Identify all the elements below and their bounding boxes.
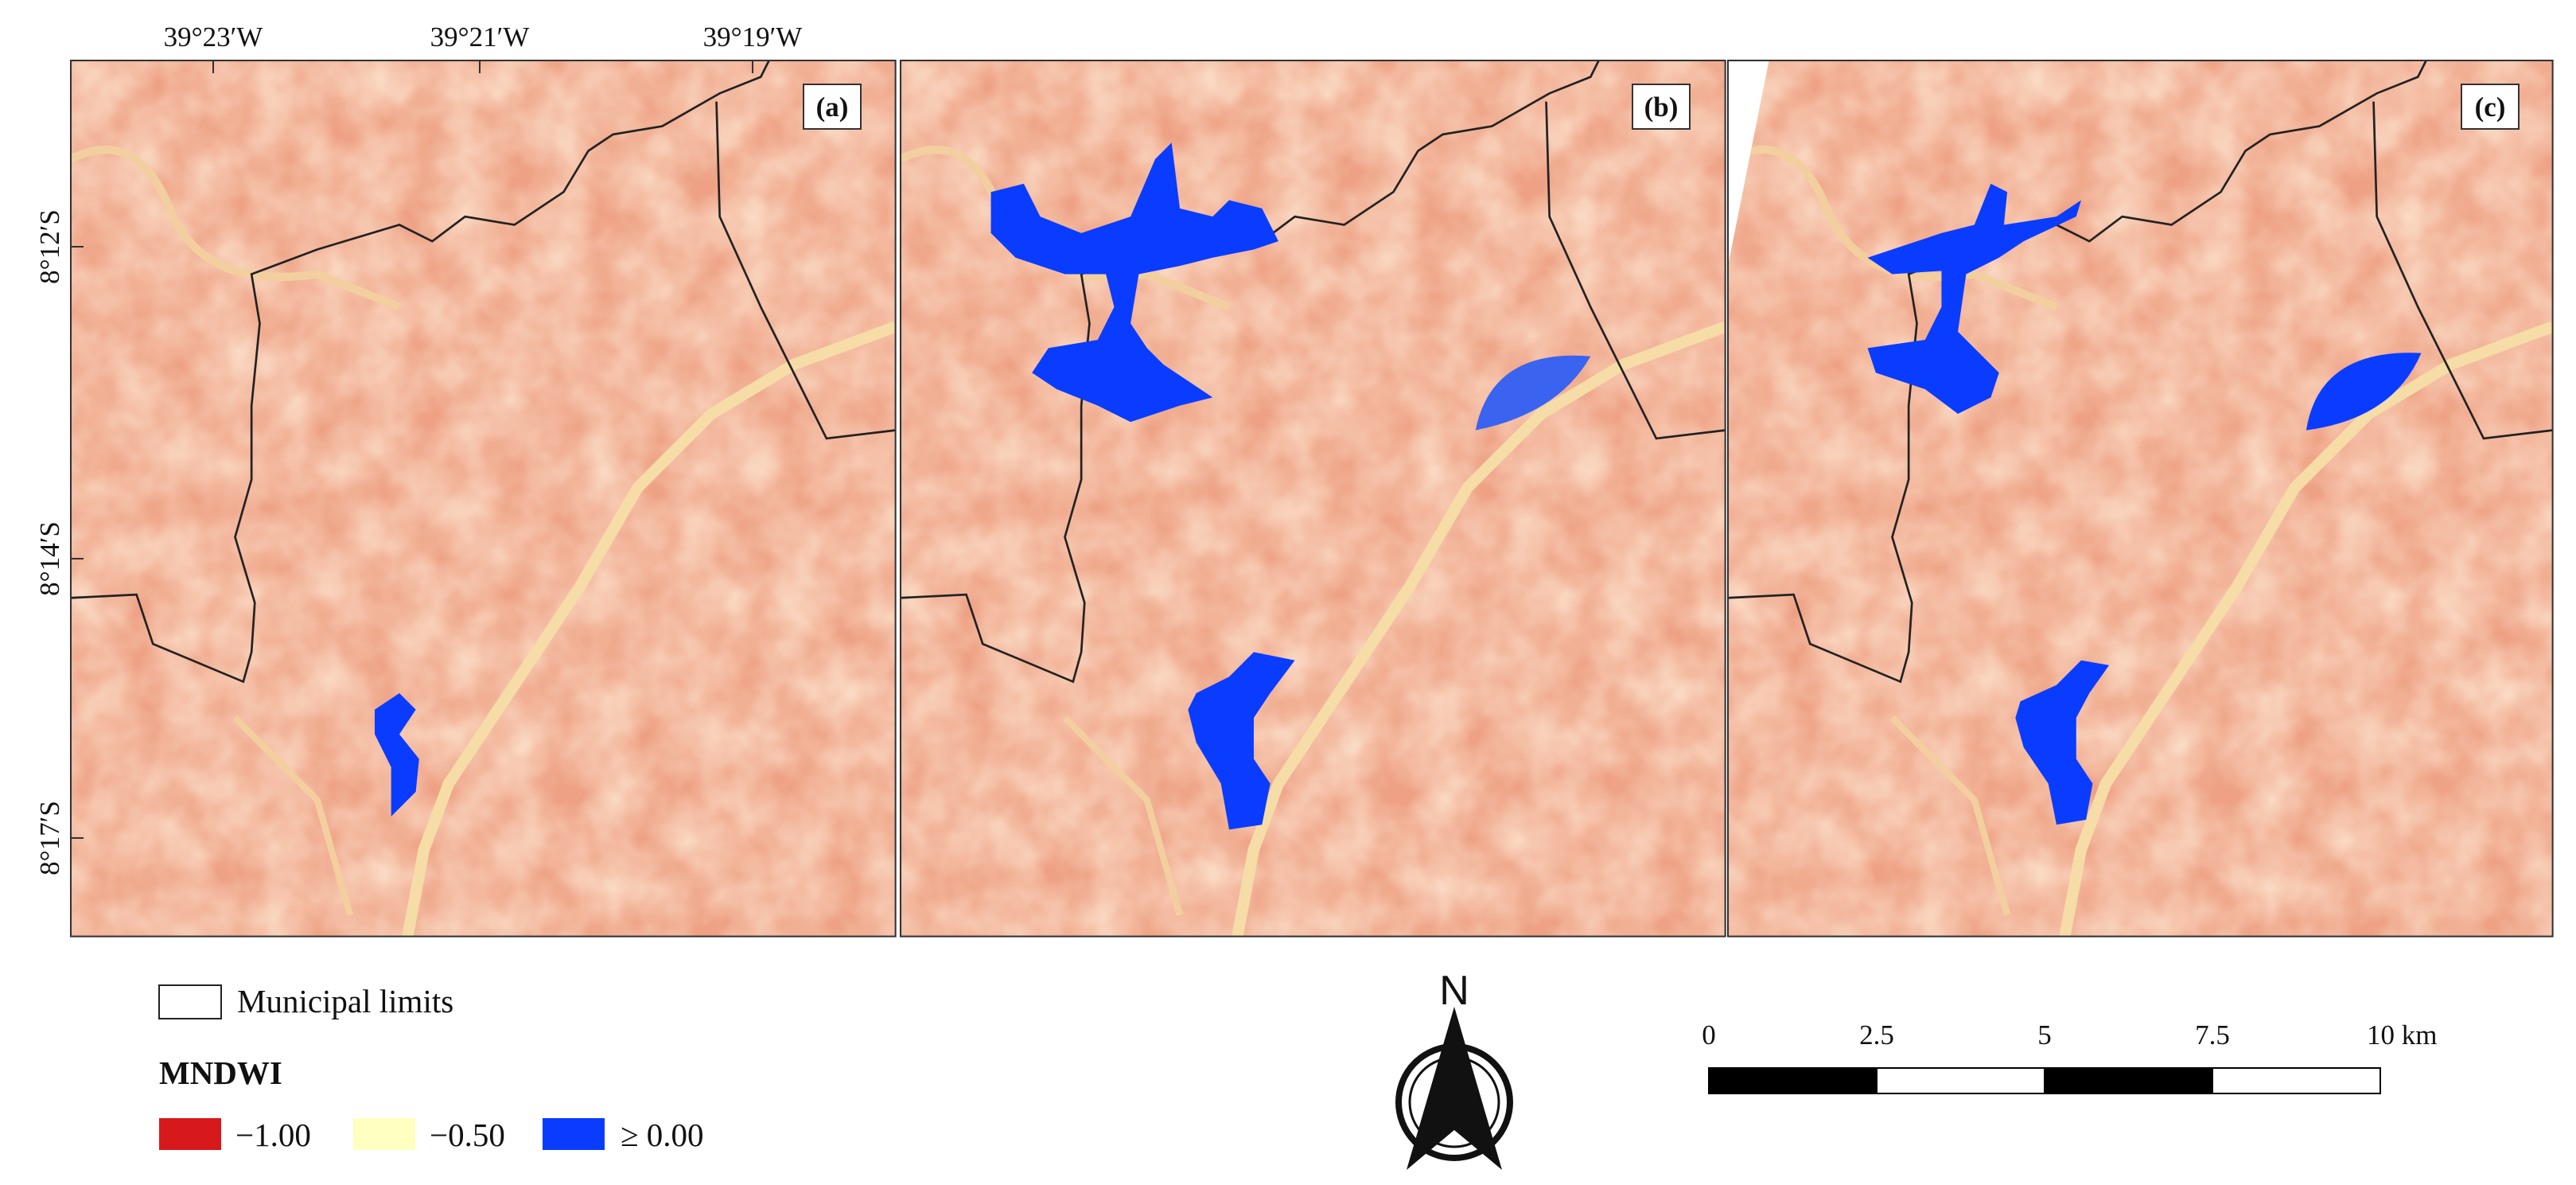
longitude-label: 39°21′W — [430, 21, 530, 53]
map-graphic — [990, 142, 1278, 423]
panel-label: (b) — [1644, 92, 1679, 123]
map-graphic — [71, 60, 896, 937]
panel-labels: (a) (b) (c) — [803, 84, 2520, 130]
scale-label: 10 km — [2367, 1019, 2437, 1051]
scale-label: 7.5 — [2195, 1019, 2230, 1051]
map-graphic — [1708, 1067, 1878, 1094]
scale-label: 2.5 — [1859, 1019, 1894, 1051]
legend: Municipal limits MNDWI −1.00 −0.50 ≥ 0.0… — [158, 983, 704, 1153]
north-label: N — [1439, 968, 1469, 1014]
legend-title: MNDWI — [159, 1054, 282, 1091]
class-swatch — [543, 1118, 605, 1150]
scale-bar: 0 2.5 5 7.5 10 km — [1702, 1019, 2437, 1094]
map-graphic — [2212, 1067, 2381, 1094]
boundary-swatch — [158, 984, 222, 1019]
map-graphic — [1475, 355, 1591, 431]
latitude-label: 8°17′S — [34, 801, 65, 875]
map-graphic — [1876, 1067, 2045, 1094]
class-swatch — [159, 1118, 221, 1150]
map-graphic — [1188, 652, 1295, 830]
panel-label: (c) — [2475, 92, 2506, 123]
map-graphic — [1454, 1007, 1502, 1170]
map-graphic — [71, 60, 896, 937]
panel-label-box — [1632, 84, 1691, 130]
map-graphic — [375, 693, 419, 817]
scale-label: 5 — [2037, 1019, 2052, 1051]
map-panel-b — [899, 59, 1726, 937]
latitude-label: 8°14′S — [34, 521, 65, 596]
class-label: ≥ 0.00 — [621, 1117, 704, 1153]
map-graphic — [1728, 60, 2553, 937]
map-graphic — [69, 59, 897, 937]
map-panel-a — [69, 59, 897, 937]
panel-label: (a) — [816, 92, 849, 123]
map-panel-c — [1726, 59, 2554, 937]
longitude-label: 39°23′W — [164, 21, 263, 53]
map-graphic — [1728, 60, 1769, 267]
class-label: −1.00 — [235, 1117, 311, 1153]
map-graphic — [901, 60, 1726, 937]
longitude-label: 39°19′W — [703, 21, 803, 53]
map-graphic — [2015, 660, 2110, 825]
north-arrow: N — [1395, 968, 1513, 1170]
scale-label: 0 — [1702, 1019, 1716, 1051]
class-swatch — [353, 1118, 415, 1150]
map-graphic — [2044, 1067, 2213, 1094]
map-graphic — [899, 59, 1726, 937]
map-graphic — [2306, 353, 2422, 431]
map-graphic — [1726, 59, 2554, 937]
map-graphic — [1407, 1007, 1454, 1170]
panel-label-box — [2461, 84, 2520, 130]
map-graphic — [1867, 183, 2081, 414]
class-label: −0.50 — [430, 1117, 505, 1153]
legend-label: Municipal limits — [237, 983, 453, 1019]
panel-label-box — [803, 84, 862, 130]
latitude-label: 8°12′S — [34, 209, 65, 284]
map-graphic — [1728, 60, 2553, 937]
graticule: 39°23′W 39°21′W 39°19′W 8°12′S 8°14′S 8°… — [34, 21, 802, 875]
